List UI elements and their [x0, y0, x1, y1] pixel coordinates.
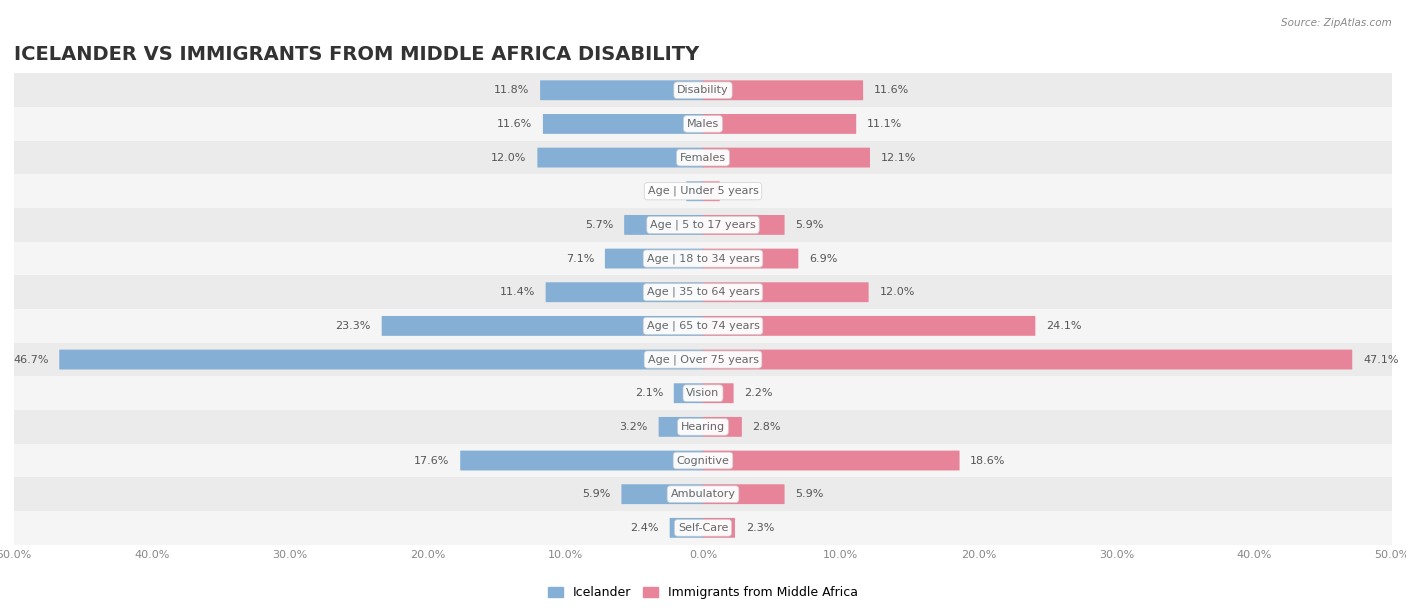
Text: 2.8%: 2.8% [752, 422, 782, 432]
FancyBboxPatch shape [703, 518, 735, 538]
FancyBboxPatch shape [703, 484, 785, 504]
FancyBboxPatch shape [703, 80, 863, 100]
Text: 2.2%: 2.2% [744, 388, 773, 398]
FancyBboxPatch shape [540, 80, 703, 100]
Text: 5.9%: 5.9% [582, 489, 610, 499]
Bar [14, 107, 1392, 141]
Bar [14, 376, 1392, 410]
FancyBboxPatch shape [686, 181, 703, 201]
FancyBboxPatch shape [605, 248, 703, 269]
Text: Females: Females [681, 152, 725, 163]
Bar [14, 477, 1392, 511]
FancyBboxPatch shape [537, 147, 703, 168]
FancyBboxPatch shape [703, 417, 742, 437]
Text: Source: ZipAtlas.com: Source: ZipAtlas.com [1281, 18, 1392, 28]
Bar [14, 343, 1392, 376]
Bar [14, 511, 1392, 545]
FancyBboxPatch shape [703, 450, 959, 471]
FancyBboxPatch shape [703, 383, 734, 403]
Text: Age | Over 75 years: Age | Over 75 years [648, 354, 758, 365]
FancyBboxPatch shape [460, 450, 703, 471]
FancyBboxPatch shape [703, 215, 785, 235]
FancyBboxPatch shape [669, 518, 703, 538]
Text: Age | 5 to 17 years: Age | 5 to 17 years [650, 220, 756, 230]
Text: 11.6%: 11.6% [496, 119, 531, 129]
Text: Self-Care: Self-Care [678, 523, 728, 533]
FancyBboxPatch shape [703, 114, 856, 134]
Text: 5.9%: 5.9% [796, 489, 824, 499]
Text: 11.8%: 11.8% [494, 85, 530, 95]
Bar [14, 141, 1392, 174]
Text: 24.1%: 24.1% [1046, 321, 1081, 331]
FancyBboxPatch shape [703, 147, 870, 168]
FancyBboxPatch shape [703, 248, 799, 269]
Text: 46.7%: 46.7% [13, 354, 48, 365]
Text: 12.0%: 12.0% [491, 152, 527, 163]
Text: 6.9%: 6.9% [808, 253, 838, 264]
Text: Hearing: Hearing [681, 422, 725, 432]
Text: 2.1%: 2.1% [634, 388, 664, 398]
Text: 17.6%: 17.6% [415, 455, 450, 466]
Bar [14, 242, 1392, 275]
Text: 11.6%: 11.6% [875, 85, 910, 95]
Text: 2.4%: 2.4% [630, 523, 659, 533]
Text: 2.3%: 2.3% [745, 523, 775, 533]
FancyBboxPatch shape [703, 316, 1035, 336]
FancyBboxPatch shape [59, 349, 703, 370]
Bar [14, 444, 1392, 477]
Text: 12.1%: 12.1% [880, 152, 917, 163]
Text: 11.1%: 11.1% [868, 119, 903, 129]
Text: 1.2%: 1.2% [731, 186, 759, 196]
Text: Age | 65 to 74 years: Age | 65 to 74 years [647, 321, 759, 331]
Text: 23.3%: 23.3% [336, 321, 371, 331]
Text: 5.7%: 5.7% [585, 220, 613, 230]
Text: Vision: Vision [686, 388, 720, 398]
Bar [14, 174, 1392, 208]
FancyBboxPatch shape [703, 282, 869, 302]
Text: 47.1%: 47.1% [1362, 354, 1399, 365]
Text: 18.6%: 18.6% [970, 455, 1005, 466]
Text: 5.9%: 5.9% [796, 220, 824, 230]
FancyBboxPatch shape [703, 181, 720, 201]
FancyBboxPatch shape [381, 316, 703, 336]
Text: Age | 18 to 34 years: Age | 18 to 34 years [647, 253, 759, 264]
FancyBboxPatch shape [621, 484, 703, 504]
Text: Ambulatory: Ambulatory [671, 489, 735, 499]
Text: Males: Males [688, 119, 718, 129]
Bar [14, 208, 1392, 242]
Text: 11.4%: 11.4% [499, 287, 534, 297]
Bar [14, 275, 1392, 309]
Text: ICELANDER VS IMMIGRANTS FROM MIDDLE AFRICA DISABILITY: ICELANDER VS IMMIGRANTS FROM MIDDLE AFRI… [14, 45, 699, 64]
Text: 7.1%: 7.1% [565, 253, 595, 264]
Legend: Icelander, Immigrants from Middle Africa: Icelander, Immigrants from Middle Africa [543, 581, 863, 605]
Text: Cognitive: Cognitive [676, 455, 730, 466]
FancyBboxPatch shape [624, 215, 703, 235]
Text: 1.2%: 1.2% [647, 186, 675, 196]
Text: Age | Under 5 years: Age | Under 5 years [648, 186, 758, 196]
FancyBboxPatch shape [703, 349, 1353, 370]
Bar [14, 73, 1392, 107]
Bar [14, 309, 1392, 343]
Text: Age | 35 to 64 years: Age | 35 to 64 years [647, 287, 759, 297]
Text: 3.2%: 3.2% [620, 422, 648, 432]
Bar [14, 410, 1392, 444]
Text: Disability: Disability [678, 85, 728, 95]
FancyBboxPatch shape [673, 383, 703, 403]
Text: 12.0%: 12.0% [879, 287, 915, 297]
FancyBboxPatch shape [658, 417, 703, 437]
FancyBboxPatch shape [546, 282, 703, 302]
FancyBboxPatch shape [543, 114, 703, 134]
